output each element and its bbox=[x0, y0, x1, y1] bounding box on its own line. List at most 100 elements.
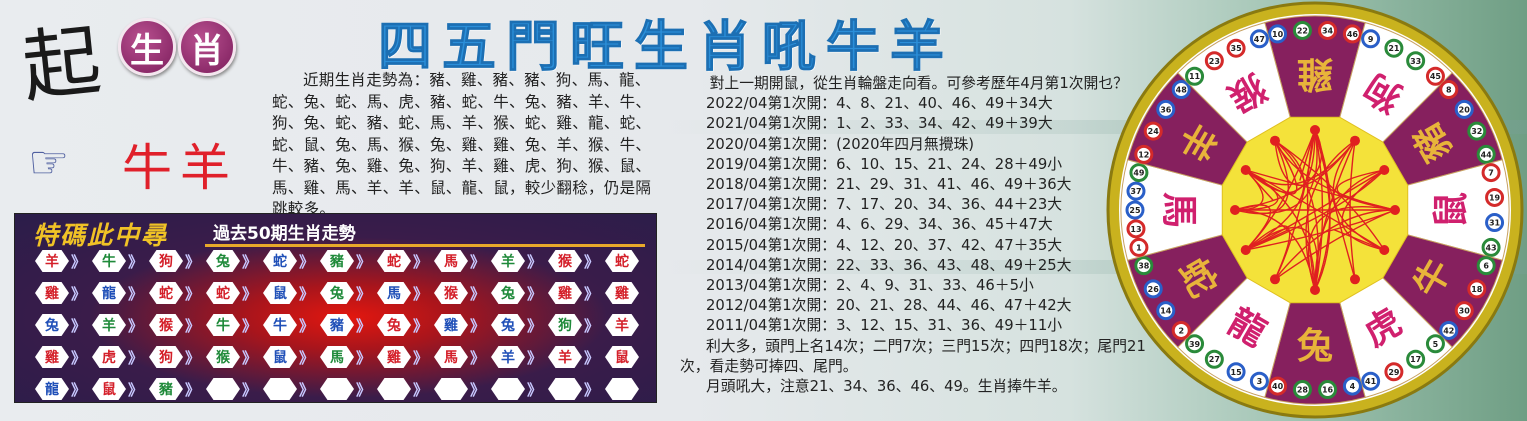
trend-path bbox=[1245, 169, 1274, 201]
ball-number: 33 bbox=[1410, 57, 1421, 66]
trend-cell: 馬》 bbox=[377, 282, 434, 304]
ball-icon bbox=[1467, 279, 1487, 299]
ball-icon bbox=[1361, 371, 1381, 391]
history-row: 2017/04第1次開：7、17、20、34、36、44＋23大 bbox=[706, 196, 1063, 214]
intro-paragraph: 近期生肖走勢為：豬、雞、豬、豬、狗、馬、龍、蛇、兔、蛇、馬、虎、豬、蛇、牛、兔、… bbox=[272, 71, 652, 218]
history-row: 2012/04第1次開：20、21、28、44、46、47＋42大 bbox=[706, 297, 1072, 315]
arrow-icon: 》 bbox=[413, 380, 429, 399]
article-lead: 對上一期開鼠，從生肖輪盤走向看。可參考歷年4月第1次開乜？ bbox=[709, 75, 1128, 92]
wheel-zodiac-label: 馬 bbox=[1158, 192, 1200, 228]
ball-number: 8 bbox=[1446, 86, 1452, 95]
ball-icon bbox=[1384, 362, 1404, 382]
arrow-icon: 》 bbox=[185, 316, 201, 335]
zodiac-hex: 羊 bbox=[92, 314, 126, 336]
trend-cell: 狗》 bbox=[149, 250, 206, 272]
ball-number: 30 bbox=[1459, 307, 1471, 316]
trend-cell: 豬》 bbox=[149, 378, 206, 400]
ball-icon bbox=[1249, 371, 1269, 391]
arrow-icon: 》 bbox=[242, 316, 258, 335]
zodiac-hex: 豬 bbox=[320, 250, 354, 272]
ball-number: 11 bbox=[1189, 72, 1201, 81]
history-row: 2018/04第1次開：21、29、31、41、46、49＋36大 bbox=[706, 176, 1072, 194]
ball-icon bbox=[1318, 20, 1338, 40]
ball-icon bbox=[1134, 144, 1154, 164]
trend-cell: 牛》 bbox=[92, 250, 149, 272]
arrow-icon: 》 bbox=[527, 348, 543, 367]
ball-number: 21 bbox=[1388, 44, 1400, 53]
arrow-icon: 》 bbox=[356, 284, 372, 303]
trend-cell: 》 bbox=[434, 378, 491, 400]
trend-cell: 牛》 bbox=[263, 314, 320, 336]
ball-icon bbox=[1485, 187, 1505, 207]
trend-cell: 馬》 bbox=[434, 250, 491, 272]
trend-cell: 雞》 bbox=[35, 346, 92, 368]
arrow-icon: 》 bbox=[527, 316, 543, 335]
trend-cell: 牛》 bbox=[206, 314, 263, 336]
trend-node bbox=[1350, 274, 1360, 285]
arrow-icon: 》 bbox=[356, 252, 372, 271]
zodiac-hex: 狗 bbox=[149, 250, 183, 272]
pointing-hand-icon: ☞ bbox=[28, 135, 70, 189]
trend-path bbox=[1299, 129, 1316, 181]
ball-icon bbox=[1292, 380, 1312, 400]
zodiac-hex: 羊 bbox=[548, 346, 582, 368]
ball-number: 26 bbox=[1148, 285, 1160, 294]
zodiac-hex: 雞 bbox=[605, 282, 639, 304]
zodiac-hex: 牛 bbox=[206, 314, 240, 336]
arrow-icon: 》 bbox=[299, 380, 315, 399]
ball-icon bbox=[1481, 163, 1501, 183]
zodiac-hex: 鼠 bbox=[92, 378, 126, 400]
arrow-icon: 》 bbox=[470, 316, 486, 335]
ball-icon bbox=[1318, 380, 1338, 400]
trend-node bbox=[1270, 274, 1280, 285]
ball-icon bbox=[1125, 200, 1145, 220]
ball-number: 5 bbox=[1433, 340, 1439, 349]
arrow-icon: 》 bbox=[527, 284, 543, 303]
divider bbox=[205, 244, 645, 247]
ball-icon bbox=[1134, 256, 1154, 276]
trend-path bbox=[1306, 129, 1316, 291]
ball-icon bbox=[1129, 163, 1149, 183]
zodiac-hex: 兔 bbox=[206, 250, 240, 272]
zodiac-hex: 鼠 bbox=[263, 346, 297, 368]
trend-cell: 雞》 bbox=[35, 282, 92, 304]
zodiac-hex: 羊 bbox=[605, 314, 639, 336]
trend-cell: 》 bbox=[491, 378, 548, 400]
ball-number: 22 bbox=[1297, 26, 1308, 35]
ball-icon bbox=[1425, 334, 1445, 354]
ball-number: 14 bbox=[1160, 307, 1172, 316]
zodiac-hex: 兔 bbox=[377, 314, 411, 336]
arrow-icon: 》 bbox=[242, 284, 258, 303]
zodiac-hex: 虎 bbox=[92, 346, 126, 368]
trend-cell: 羊》 bbox=[548, 346, 605, 368]
ball-number: 3 bbox=[1257, 377, 1263, 386]
ball-number: 42 bbox=[1443, 326, 1454, 335]
ball-number: 38 bbox=[1138, 262, 1150, 271]
ball-number: 27 bbox=[1209, 355, 1220, 364]
zodiac-hex: 龍 bbox=[35, 378, 69, 400]
trend-path bbox=[1245, 169, 1396, 211]
trend-cell: 蛇 bbox=[605, 250, 662, 272]
ball-number: 6 bbox=[1483, 262, 1489, 271]
arrow-icon: 》 bbox=[470, 348, 486, 367]
arrow-icon: 》 bbox=[128, 348, 144, 367]
trend-cell: 鼠》 bbox=[263, 282, 320, 304]
zodiac-hex: 雞 bbox=[548, 282, 582, 304]
trend-cell: 雞》 bbox=[548, 282, 605, 304]
zodiac-hex: 豬 bbox=[320, 314, 354, 336]
trend-cell: 豬》 bbox=[320, 314, 377, 336]
ball-number: 31 bbox=[1489, 219, 1501, 228]
zodiac-circle-badge: 生 bbox=[118, 18, 176, 76]
trend-cell: 兔》 bbox=[320, 282, 377, 304]
ball-number: 10 bbox=[1272, 30, 1284, 39]
history-row: 2011/04第1次開：3、12、15、31、36、49＋11小 bbox=[706, 317, 1063, 335]
arrow-icon: 》 bbox=[413, 284, 429, 303]
trend-node bbox=[1390, 205, 1400, 215]
ball-icon bbox=[1204, 51, 1224, 71]
trend-cell: 》 bbox=[377, 378, 434, 400]
wheel-zodiac-label: 雞 bbox=[1297, 53, 1333, 95]
zodiac-hex bbox=[377, 378, 411, 400]
arrow-icon: 》 bbox=[356, 316, 372, 335]
trend-cell: 兔》 bbox=[206, 250, 263, 272]
